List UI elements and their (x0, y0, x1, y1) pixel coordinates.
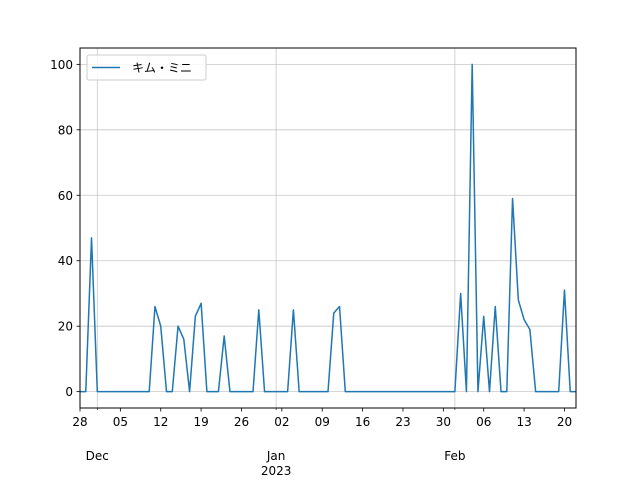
x-tick-label: 26 (234, 415, 249, 429)
x-year-label: 2023 (261, 464, 292, 478)
y-tick-label: 0 (65, 385, 73, 399)
x-tick-label: 02 (274, 415, 289, 429)
gridlines (80, 48, 576, 408)
x-tick-label: 13 (516, 415, 531, 429)
x-tick-label: 19 (193, 415, 208, 429)
x-tick-label: 23 (395, 415, 410, 429)
y-tick-label: 40 (58, 254, 73, 268)
x-tick-label: 20 (557, 415, 572, 429)
x-tick-label: 28 (72, 415, 87, 429)
y-tick-label: 80 (58, 123, 73, 137)
x-tick-label: 16 (355, 415, 370, 429)
x-axis: 28 05 12 19 26 02 09 16 23 30 06 13 20 Dec Jan Feb 2023 (72, 408, 572, 478)
legend: キム・ミニ (86, 54, 207, 81)
x-month-label: Feb (444, 449, 465, 463)
x-tick-label: 06 (476, 415, 491, 429)
x-month-label: Dec (86, 449, 109, 463)
y-tick-label: 60 (58, 189, 73, 203)
legend-box (86, 54, 207, 81)
x-tick-label: 09 (315, 415, 330, 429)
y-axis: 0 20 40 60 80 100 (50, 58, 80, 399)
series-lines (80, 63, 576, 393)
series-line (80, 63, 576, 393)
y-tick-label: 100 (50, 58, 73, 72)
legend-label: キム・ミニ (132, 61, 192, 75)
y-tick-label: 20 (58, 320, 73, 334)
x-tick-label: 30 (436, 415, 451, 429)
x-tick-label: 12 (153, 415, 168, 429)
x-month-label: Jan (266, 449, 286, 463)
x-tick-label: 05 (113, 415, 128, 429)
plot-frame (79, 47, 577, 409)
